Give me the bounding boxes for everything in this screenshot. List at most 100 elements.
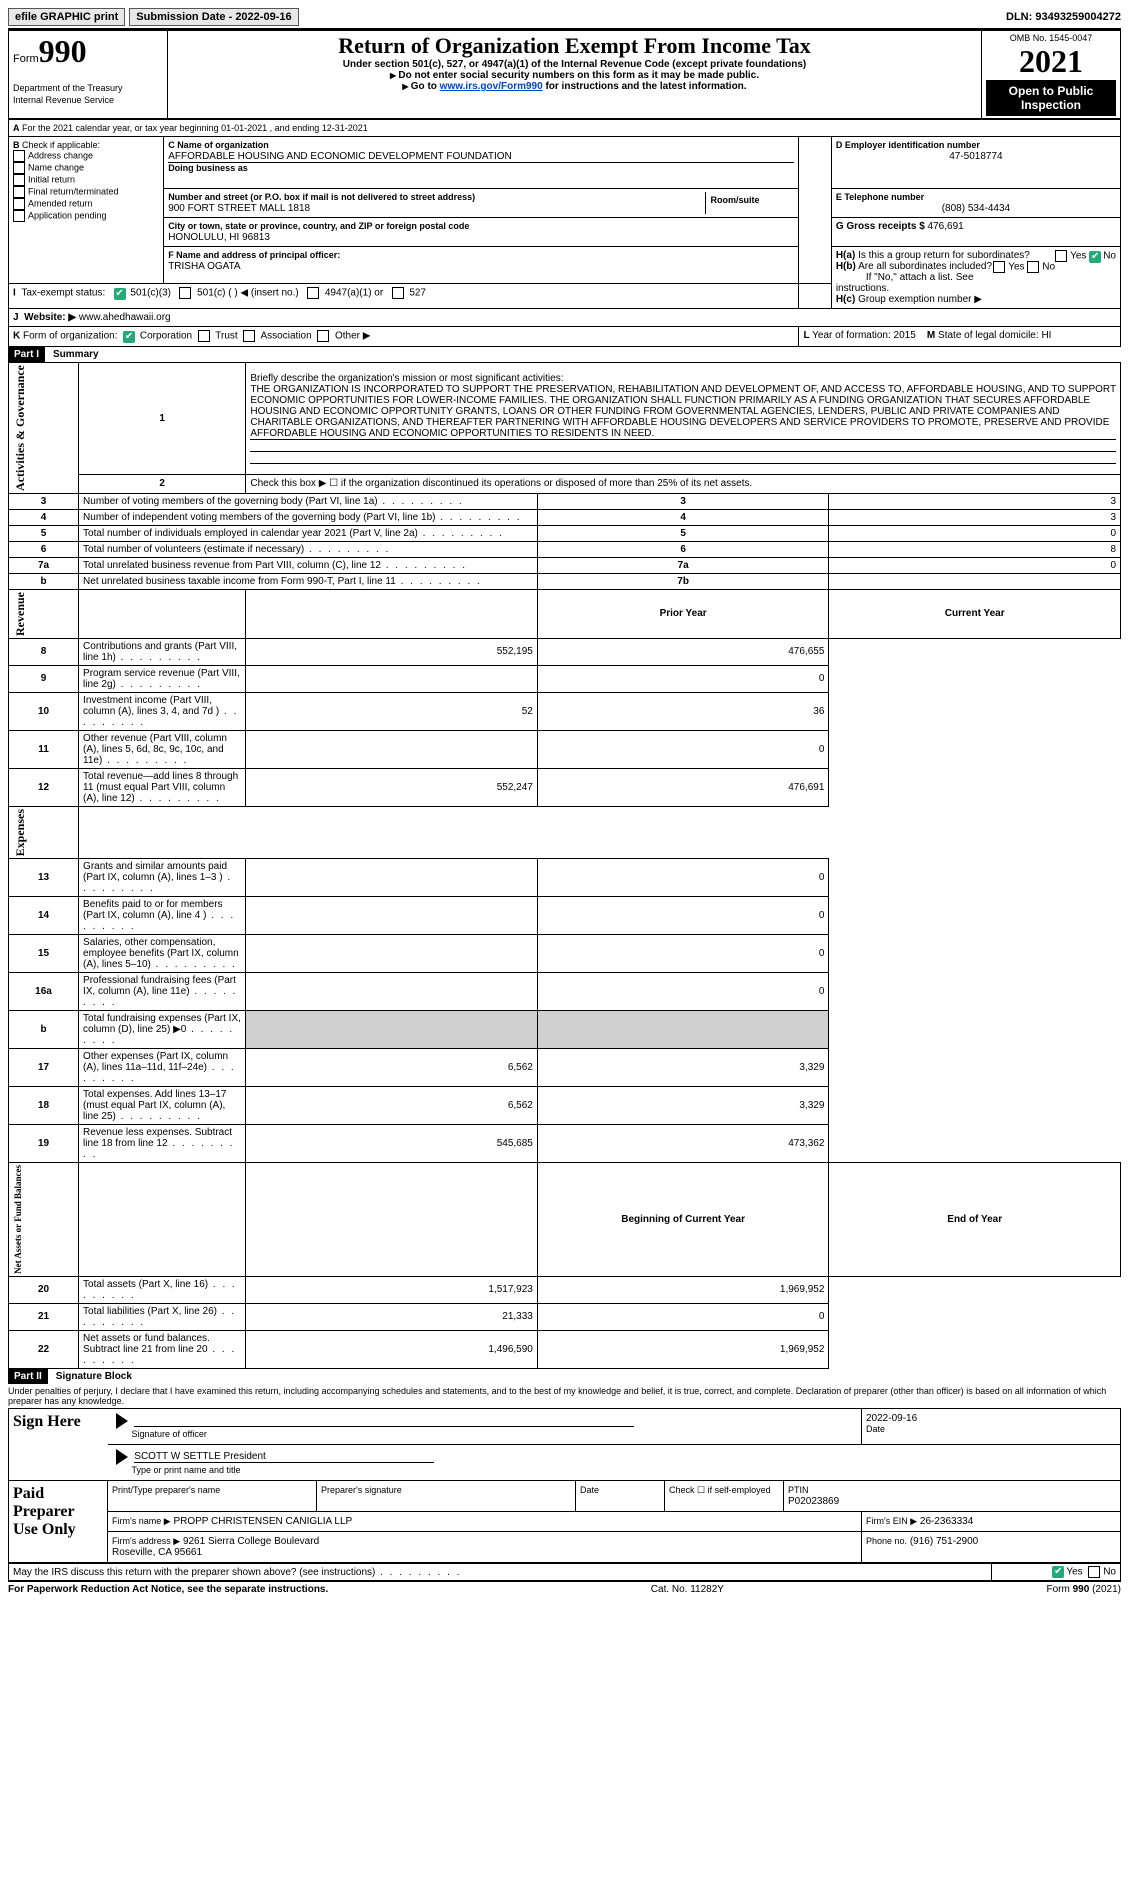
subtitle3-post: for instructions and the latest informat… xyxy=(543,81,747,92)
col-end: End of Year xyxy=(829,1162,1121,1276)
triangle-icon-2 xyxy=(116,1449,128,1465)
i-501c3-ck[interactable]: ✔ xyxy=(114,288,126,300)
sig-date-val: 2022-09-16 xyxy=(866,1413,917,1424)
form-prefix: Form xyxy=(13,53,39,65)
hb-no[interactable] xyxy=(1027,261,1039,273)
open-inspection: Open to Public Inspection xyxy=(986,80,1116,116)
firm-ein-lbl: Firm's EIN ▶ xyxy=(866,1516,917,1526)
cb-pending[interactable] xyxy=(13,210,25,222)
hb-yes[interactable] xyxy=(993,261,1005,273)
firm-phone: (916) 751-2900 xyxy=(910,1536,978,1547)
city-label: City or town, state or province, country… xyxy=(168,221,469,231)
dept-label: Department of the Treasury Internal Reve… xyxy=(13,83,123,105)
i-527[interactable] xyxy=(392,287,404,299)
ein-val: 47-5018774 xyxy=(836,151,1116,162)
col-begin: Beginning of Current Year xyxy=(537,1162,829,1276)
c-label: C Name of organization xyxy=(168,140,269,150)
ptin-val: P02023869 xyxy=(788,1496,839,1507)
footer: For Paperwork Reduction Act Notice, see … xyxy=(8,1581,1121,1595)
cb-addr-change[interactable] xyxy=(13,150,25,162)
hb-note: If "No," attach a list. See instructions… xyxy=(836,272,974,294)
website-val: www.ahedhawaii.org xyxy=(79,312,171,323)
ptin-lbl: PTIN xyxy=(788,1485,809,1495)
q1-label: Briefly describe the organization's miss… xyxy=(250,373,563,384)
dba-label: Doing business as xyxy=(168,163,248,173)
discuss-text: May the IRS discuss this return with the… xyxy=(13,1567,461,1578)
ha-text: Is this a group return for subordinates? xyxy=(858,250,1030,261)
sig-date-lbl: Date xyxy=(866,1424,885,1434)
side-exp: Expenses xyxy=(13,809,28,856)
ha-yes[interactable] xyxy=(1055,250,1067,262)
side-ag: Activities & Governance xyxy=(13,365,28,491)
m-val: HI xyxy=(1041,330,1051,341)
b-final: Final return/terminated xyxy=(28,186,119,196)
e-label: E Telephone number xyxy=(836,192,924,202)
firm-ein: 26-2363334 xyxy=(920,1516,973,1527)
footer-right: Form 990 (2021) xyxy=(1047,1584,1121,1595)
discuss-yes-ck[interactable]: ✔ xyxy=(1052,1566,1064,1578)
psig-lbl: Preparer's signature xyxy=(321,1485,402,1495)
k-corp-ck[interactable]: ✔ xyxy=(123,331,135,343)
org-name: AFFORDABLE HOUSING AND ECONOMIC DEVELOPM… xyxy=(168,151,512,162)
col-prior: Prior Year xyxy=(537,589,829,638)
room-label: Room/suite xyxy=(710,195,759,205)
b-lead: Check if applicable: xyxy=(22,140,100,150)
f-val: TRISHA OGATA xyxy=(168,261,240,272)
k-trust[interactable] xyxy=(198,330,210,342)
side-net: Net Assets or Fund Balances xyxy=(13,1165,23,1274)
cb-initial[interactable] xyxy=(13,174,25,186)
b-pending: Application pending xyxy=(28,210,107,220)
q2-text: Check this box ▶ ☐ if the organization d… xyxy=(246,474,1121,493)
cb-final[interactable] xyxy=(13,186,25,198)
k-other[interactable] xyxy=(317,330,329,342)
self-emp: Check ☐ if self-employed xyxy=(669,1485,771,1495)
form-number: 990 xyxy=(39,33,87,69)
submission-btn[interactable]: Submission Date - 2022-09-16 xyxy=(129,8,298,26)
sig-officer-lbl: Signature of officer xyxy=(112,1429,207,1439)
b-amended: Amended return xyxy=(28,198,93,208)
k-label: Form of organization: xyxy=(23,331,118,342)
l-label: Year of formation: xyxy=(812,330,891,341)
triangle-icon xyxy=(116,1413,128,1429)
mission-text: THE ORGANIZATION IS INCORPORATED TO SUPP… xyxy=(250,384,1116,439)
part1-table: Activities & Governance 1 Briefly descri… xyxy=(8,362,1121,1369)
hc-text: Group exemption number ▶ xyxy=(858,294,982,305)
info-table: A For the 2021 calendar year, or tax yea… xyxy=(8,119,1121,347)
footer-left: For Paperwork Reduction Act Notice, see … xyxy=(8,1584,328,1595)
discuss-no[interactable] xyxy=(1088,1566,1100,1578)
b-addr-change: Address change xyxy=(28,150,93,160)
side-rev: Revenue xyxy=(13,592,28,636)
goto-arrow: Go to xyxy=(402,81,439,92)
tax-year: 2021 xyxy=(986,43,1116,80)
m-label: State of legal domicile: xyxy=(938,330,1039,341)
sign-here: Sign Here xyxy=(13,1413,81,1430)
k-assoc[interactable] xyxy=(243,330,255,342)
efile-btn[interactable]: efile GRAPHIC print xyxy=(8,8,125,26)
cb-name-change[interactable] xyxy=(13,162,25,174)
l-val: 2015 xyxy=(894,330,916,341)
i-4947[interactable] xyxy=(307,287,319,299)
hb-text: Are all subordinates included? xyxy=(858,261,992,272)
b-name-change: Name change xyxy=(28,162,84,172)
omb-label: OMB No. 1545-0047 xyxy=(986,33,1116,43)
officer-name: SCOTT W SETTLE President xyxy=(134,1451,434,1463)
i-501c[interactable] xyxy=(179,287,191,299)
part2-header: Part IISignature Block xyxy=(8,1369,1121,1384)
top-bar: efile GRAPHIC print Submission Date - 20… xyxy=(8,8,1121,30)
dln-label: DLN: 93493259004272 xyxy=(1006,11,1121,23)
subtitle2: Do not enter social security numbers on … xyxy=(172,70,977,81)
subtitle1: Under section 501(c), 527, or 4947(a)(1)… xyxy=(172,59,977,70)
d-label: D Employer identification number xyxy=(836,140,980,150)
firm-addr-lbl: Firm's address ▶ xyxy=(112,1536,180,1546)
city-val: HONOLULU, HI 96813 xyxy=(168,232,270,243)
b-initial: Initial return xyxy=(28,174,75,184)
g-label: G Gross receipts $ xyxy=(836,221,925,232)
sig-table: Sign Here Signature of officer 2022-09-1… xyxy=(8,1408,1121,1563)
declaration: Under penalties of perjury, I declare th… xyxy=(8,1384,1121,1408)
footer-mid: Cat. No. 11282Y xyxy=(651,1584,724,1595)
pdate-lbl: Date xyxy=(580,1485,599,1495)
cb-amended[interactable] xyxy=(13,198,25,210)
pname-lbl: Print/Type preparer's name xyxy=(112,1485,220,1495)
irs-link[interactable]: www.irs.gov/Form990 xyxy=(440,81,543,92)
ha-no-ck[interactable]: ✔ xyxy=(1089,251,1101,263)
